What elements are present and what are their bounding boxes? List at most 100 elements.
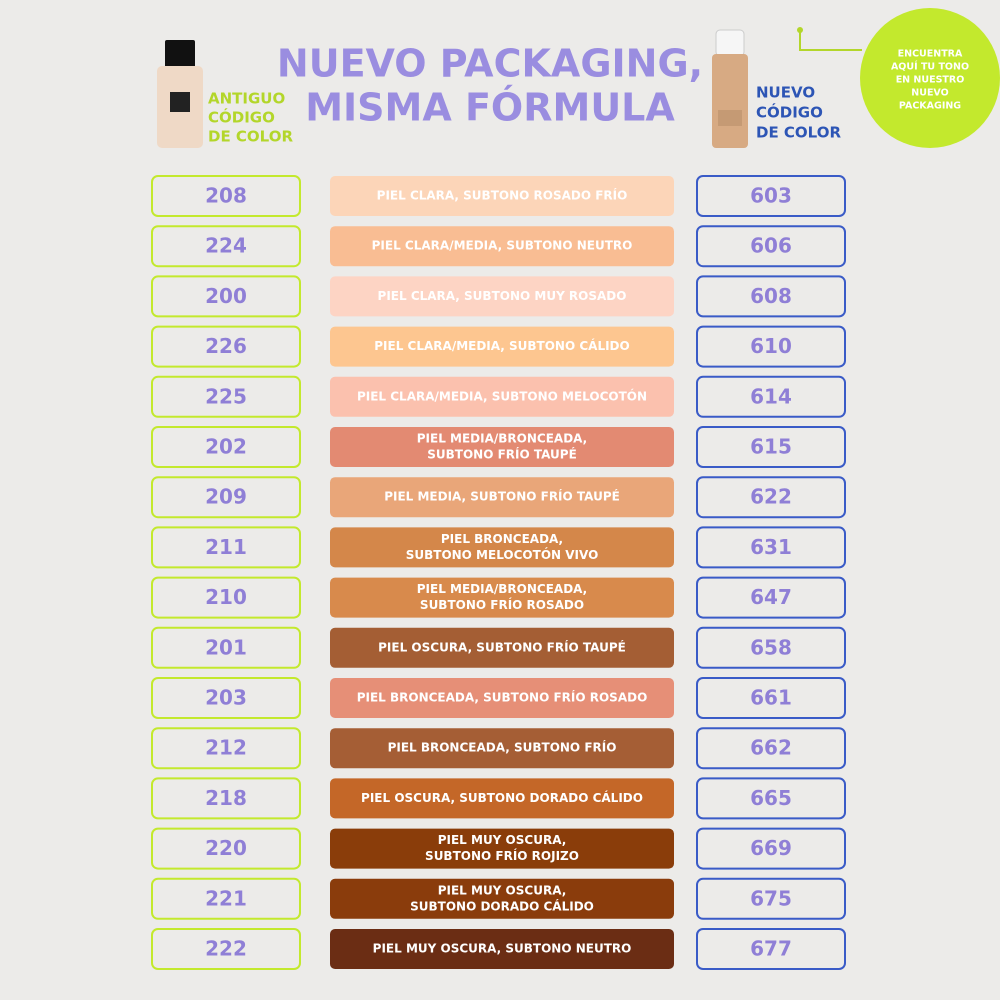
shade-description: SUBTONO FRÍO ROSADO	[420, 597, 584, 612]
shade-description: SUBTONO MELOCOTÓN VIVO	[406, 547, 599, 562]
old-code-box	[151, 225, 301, 268]
new-code: 665	[750, 786, 792, 810]
old-code-box	[151, 777, 301, 820]
shade-box	[330, 778, 674, 819]
shade-box	[330, 577, 674, 618]
new-code: 608	[750, 284, 792, 308]
old-code-box	[151, 426, 301, 468]
new-code-box	[696, 677, 846, 719]
new-code: 661	[750, 686, 792, 710]
new-code: 603	[750, 184, 792, 208]
old-code: 211	[205, 535, 247, 559]
old-code: 222	[205, 937, 247, 961]
old-code-box	[151, 626, 301, 669]
old-code: 225	[205, 384, 247, 408]
title-line: NUEVO PACKAGING,	[277, 42, 703, 86]
shade-description: PIEL MUY OSCURA,	[438, 883, 567, 897]
new-code-box	[696, 777, 846, 820]
old-code: 220	[205, 836, 247, 860]
shade-description: PIEL MEDIA/BRONCEADA,	[417, 432, 587, 446]
shade-description: PIEL CLARA/MEDIA, SUBTONO CÁLIDO	[374, 338, 629, 353]
new-code-box	[696, 827, 846, 870]
old-code: 201	[205, 635, 247, 659]
old-code: 202	[205, 435, 247, 459]
left-label: CÓDIGO	[208, 108, 275, 127]
old-code-box	[151, 175, 301, 217]
new-code-box	[696, 727, 846, 770]
shade-box	[330, 427, 674, 467]
shade-description: PIEL OSCURA, SUBTONO FRÍO TAUPÉ	[378, 639, 626, 654]
old-code: 212	[205, 736, 247, 760]
badge-text: PACKAGING	[899, 101, 961, 112]
new-code: 675	[750, 886, 792, 910]
right-label: DE COLOR	[756, 124, 841, 142]
new-code: 647	[750, 585, 792, 609]
new-code-box	[696, 526, 846, 569]
new-code-box	[696, 175, 846, 217]
shade-description: SUBTONO DORADO CÁLIDO	[410, 898, 594, 913]
shade-description: PIEL OSCURA, SUBTONO DORADO CÁLIDO	[361, 790, 643, 805]
new-code-box	[696, 325, 846, 368]
shade-description: SUBTONO FRÍO ROJIZO	[425, 848, 579, 863]
old-code-box	[151, 827, 301, 870]
pointer-dot	[797, 27, 803, 33]
new-code: 614	[750, 384, 792, 408]
new-code: 658	[750, 635, 792, 659]
old-code: 210	[205, 585, 247, 609]
old-code: 209	[205, 485, 247, 509]
new-code-box	[696, 576, 846, 619]
shade-box	[330, 226, 674, 267]
old-code-box	[151, 375, 301, 418]
old-code-box	[151, 727, 301, 770]
shade-box	[330, 878, 674, 919]
old-code-box	[151, 325, 301, 368]
shade-box	[330, 728, 674, 769]
left-label: DE COLOR	[208, 128, 293, 146]
title-line: MISMA FÓRMULA	[305, 86, 675, 130]
old-bottle	[157, 40, 203, 148]
new-code-box	[696, 275, 846, 318]
pointer-line	[799, 30, 862, 51]
shade-description: PIEL CLARA/MEDIA, SUBTONO MELOCOTÓN	[357, 388, 647, 403]
old-code-box	[151, 877, 301, 920]
new-code-box	[696, 928, 846, 970]
new-code: 606	[750, 234, 792, 258]
badge	[860, 8, 1000, 148]
old-code: 224	[205, 234, 247, 258]
shade-box	[330, 477, 674, 518]
old-code-box	[151, 275, 301, 318]
shade-description: PIEL MEDIA/BRONCEADA,	[417, 582, 587, 596]
new-code: 662	[750, 736, 792, 760]
new-code: 669	[750, 836, 792, 860]
shade-description: PIEL CLARA/MEDIA, SUBTONO NEUTRO	[372, 239, 633, 253]
new-code: 622	[750, 485, 792, 509]
new-code: 677	[750, 937, 792, 961]
old-code-box	[151, 576, 301, 619]
shade-description: SUBTONO FRÍO TAUPÉ	[427, 447, 577, 462]
shade-description: PIEL MUY OSCURA, SUBTONO NEUTRO	[373, 942, 632, 956]
left-label: ANTIGUO	[208, 90, 285, 108]
old-code-box	[151, 526, 301, 569]
badge-text: EN NUESTRO	[896, 75, 965, 86]
new-code-box	[696, 426, 846, 468]
shade-description: PIEL MEDIA, SUBTONO FRÍO TAUPÉ	[384, 489, 620, 504]
old-code: 200	[205, 284, 247, 308]
new-code: 631	[750, 535, 792, 559]
new-code-box	[696, 877, 846, 920]
shade-description: PIEL MUY OSCURA,	[438, 833, 567, 847]
new-code-box	[696, 626, 846, 669]
shade-box	[330, 276, 674, 317]
shade-box	[330, 376, 674, 417]
badge-text: ENCUENTRA	[898, 49, 963, 60]
new-bottle	[712, 29, 748, 148]
old-code: 226	[205, 334, 247, 358]
badge-text: AQUÍ TU TONO	[891, 61, 969, 73]
shade-description: PIEL CLARA, SUBTONO ROSADO FRÍO	[377, 188, 628, 203]
shade-box	[330, 326, 674, 367]
badge-text: NUEVO	[911, 88, 948, 99]
shade-box	[330, 527, 674, 568]
shade-description: PIEL BRONCEADA, SUBTONO FRÍO ROSADO	[357, 690, 648, 705]
shade-box	[330, 828, 674, 869]
old-code: 221	[205, 886, 247, 910]
shade-box	[330, 176, 674, 216]
